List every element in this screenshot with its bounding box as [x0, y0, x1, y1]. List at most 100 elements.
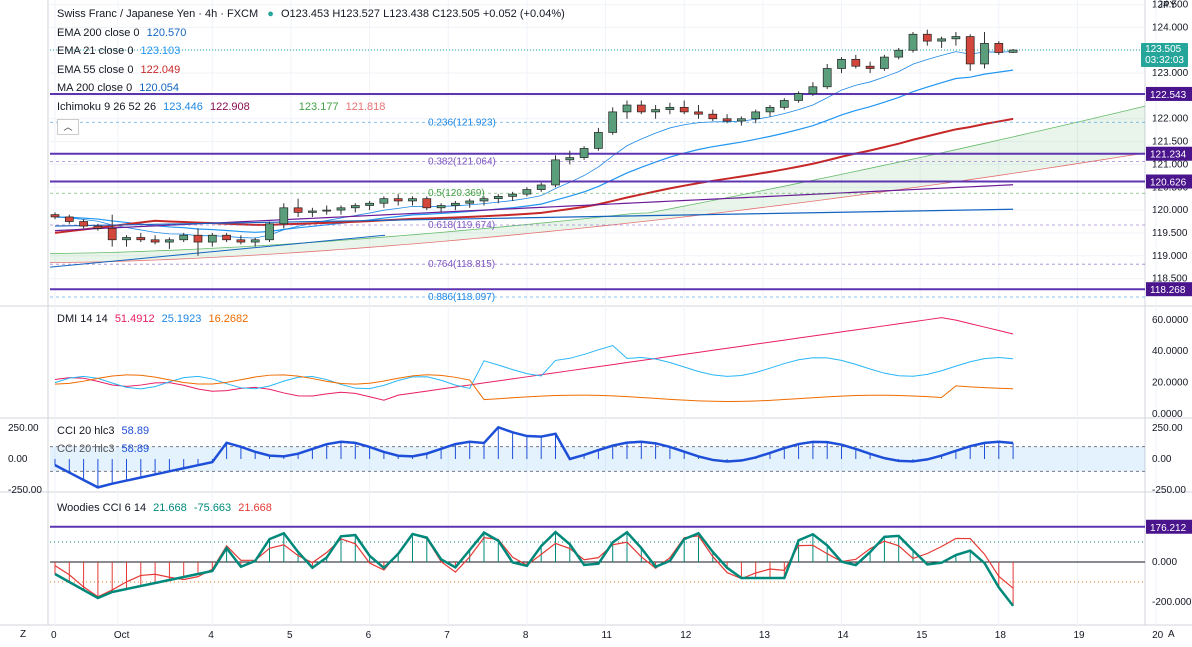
- dmi-axis-label: 60.0000: [1152, 315, 1189, 326]
- level-tag-bg: [1146, 86, 1192, 101]
- legend-ema21[interactable]: EMA 21 close 0 123.103: [57, 45, 180, 57]
- candle-body: [551, 159, 560, 186]
- ema200-value: 120.570: [146, 27, 187, 39]
- legend-ichimoku[interactable]: Ichimoku 9 26 52 26 123.446 122.908 123.…: [57, 101, 385, 113]
- cci-axis-right: 0.00: [1152, 454, 1172, 465]
- candle-body: [265, 223, 274, 241]
- candle-body: [965, 36, 975, 65]
- candle-body: [765, 106, 775, 113]
- cci-label: CCI 20 hlc3: [57, 425, 115, 437]
- ichimoku-label: Ichimoku 9 26 52 26: [57, 101, 157, 113]
- woodies-v2: -75.663: [193, 502, 232, 514]
- candle-body: [579, 148, 589, 158]
- time-tick-label: 0: [51, 630, 57, 641]
- candle-body: [279, 207, 289, 225]
- candle-body: [408, 198, 417, 202]
- legend-dmi[interactable]: DMI 14 14 51.4912 25.1923 16.2682: [57, 313, 248, 325]
- time-tick-label: 12: [680, 630, 692, 641]
- ma200-line: [54, 208, 1014, 227]
- dmi-minus-line: [54, 374, 1014, 402]
- level-tag-bg: [1146, 146, 1192, 161]
- woodies-v1: 21.668: [153, 502, 187, 514]
- ichimoku-span-a: [49, 105, 1146, 254]
- time-tick-label: 4: [208, 630, 214, 641]
- candle-body: [865, 65, 875, 69]
- price-tick-label: 122.000: [1152, 114, 1189, 125]
- candle-body: [722, 118, 732, 122]
- legend-ma200[interactable]: MA 200 close 0 120.054: [57, 82, 179, 94]
- time-tick-label: 11: [602, 630, 613, 641]
- candle-body: [1008, 49, 1018, 53]
- candle-body: [837, 59, 846, 69]
- ichimoku-v3: 123.177: [298, 101, 339, 113]
- corner-left-button[interactable]: Z: [20, 629, 27, 640]
- candle-body: [808, 86, 818, 94]
- candle-body: [980, 43, 989, 65]
- candle-body: [365, 202, 374, 206]
- cci-axis-left: 0.00: [8, 454, 28, 465]
- woodies-axis-label: -200.000: [1152, 597, 1192, 608]
- candle-body: [207, 234, 217, 243]
- cci-axis-right: -250.00: [1152, 485, 1186, 496]
- cci-axis-left: 250.00: [8, 423, 39, 434]
- candle-body: [951, 36, 961, 40]
- legend-cci[interactable]: CCI 20 hlc3 58.89: [57, 425, 149, 437]
- ohlc-high: H123.527: [332, 8, 381, 20]
- level-tag-bg: [1146, 282, 1192, 297]
- candle-body: [465, 200, 475, 204]
- candle-body: [880, 56, 889, 69]
- candle-body: [165, 239, 174, 243]
- legend-cci-2: CCI 20 hlc3 58.89: [57, 443, 149, 455]
- last-price-tag: 123.505 03:32:03: [1141, 43, 1188, 67]
- fib-level-label: 0.618(119.674): [428, 220, 495, 231]
- level-tag-label: 122.543: [1150, 90, 1187, 101]
- ichimoku-cloud: [50, 106, 1145, 263]
- symbol-title: Swiss Franc / Japanese Yen · 4h · FXCM: [57, 8, 259, 20]
- candle-body: [994, 43, 1004, 53]
- price-tick-label: 124.000: [1152, 22, 1189, 33]
- cci-line: [54, 425, 1014, 489]
- legend-woodies[interactable]: Woodies CCI 6 14 21.668 -75.663 21.668: [57, 502, 272, 514]
- candle-body: [594, 132, 603, 149]
- legend-ema200[interactable]: EMA 200 close 0 120.570: [57, 27, 186, 39]
- candle-body: [651, 109, 660, 113]
- legend-header: Swiss Franc / Japanese Yen · 4h · FXCM ●…: [57, 8, 565, 20]
- candle-body: [922, 33, 932, 42]
- last-price: 123.505: [1145, 44, 1182, 55]
- candle-body: [565, 157, 575, 161]
- candle-body: [536, 184, 546, 190]
- candle-body: [751, 111, 761, 120]
- fib-level-label: 0.5(120.369): [428, 188, 485, 199]
- candle-body: [122, 237, 131, 241]
- fib-level-label: 0.886(118.097): [428, 292, 495, 303]
- cci-value-2: 58.89: [121, 443, 150, 455]
- ema21-line: [54, 69, 1014, 233]
- level-tag-label: 118.268: [1150, 285, 1186, 296]
- candle-body: [493, 196, 503, 200]
- ema55-value: 122.049: [140, 64, 181, 76]
- candle-body: [179, 234, 189, 241]
- candle-body: [64, 216, 74, 222]
- time-tick-label: 19: [1073, 630, 1085, 641]
- candle-body: [107, 228, 117, 241]
- collapse-legend-button[interactable]: ︿: [57, 119, 79, 135]
- woodies-axis-label: 0.000: [1152, 557, 1177, 568]
- candle-body: [679, 106, 689, 113]
- currency-label: JPY: [1158, 0, 1177, 11]
- candle-body: [822, 68, 832, 88]
- legend-ema55[interactable]: EMA 55 close 0 122.049: [57, 64, 180, 76]
- ma200-label: MA 200 close 0: [57, 82, 133, 94]
- candle-body: [794, 93, 803, 101]
- fib-level-label: 0.382(121.064): [428, 156, 496, 167]
- auto-scale-button[interactable]: A: [1168, 629, 1175, 640]
- ohlc-close: C123.505: [432, 8, 480, 20]
- candle-body: [708, 113, 718, 120]
- candle-body: [894, 49, 904, 58]
- time-tick-label: 18: [995, 630, 1007, 641]
- candle-body: [851, 59, 861, 67]
- time-tick-label: 15: [916, 630, 928, 641]
- candle-body: [608, 111, 618, 133]
- candle-body: [937, 38, 946, 42]
- candle-body: [336, 207, 346, 211]
